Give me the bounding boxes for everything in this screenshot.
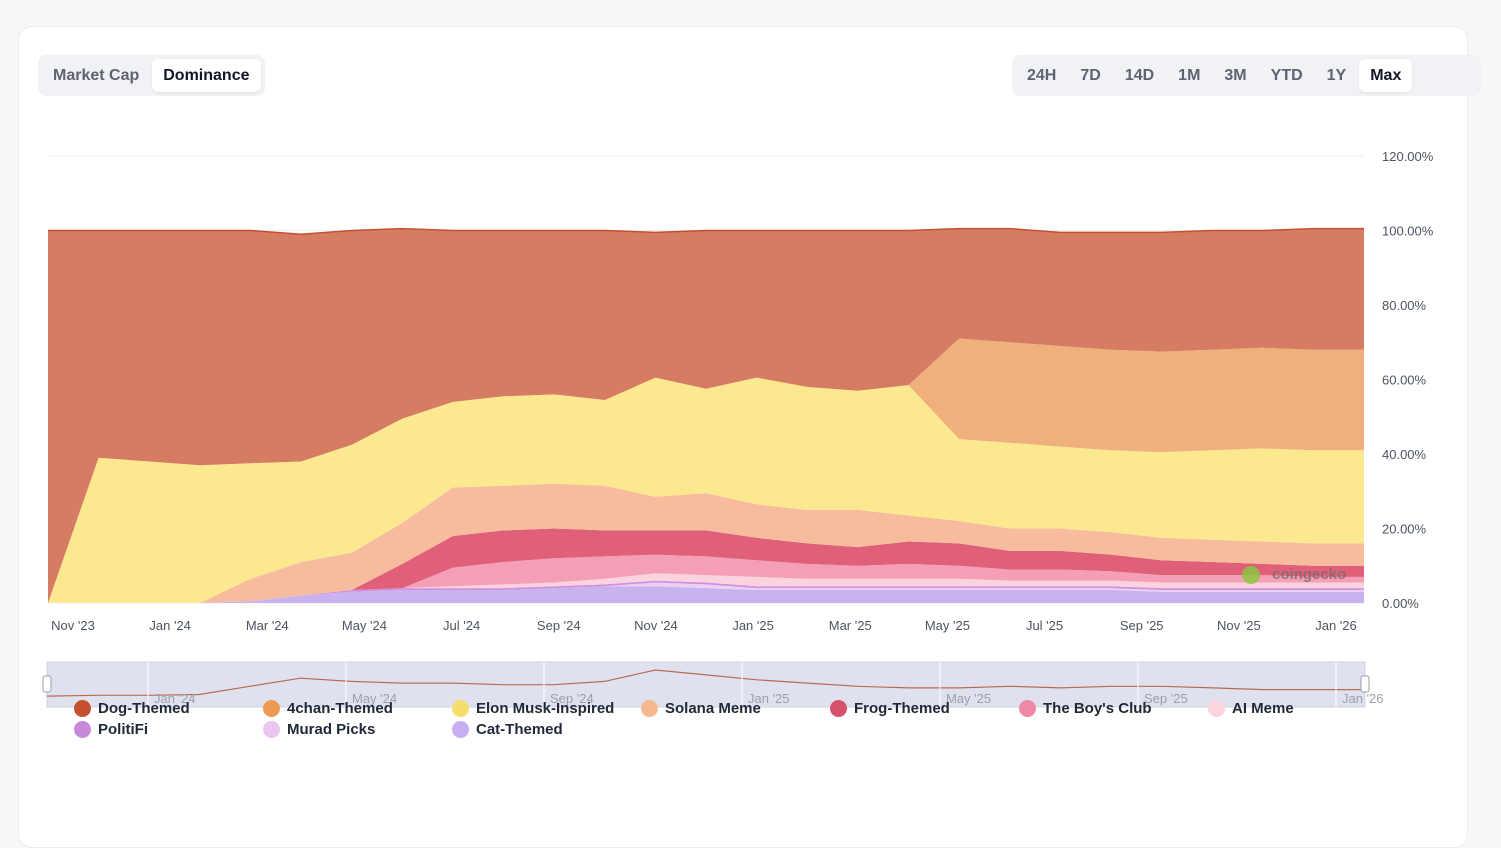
x-tick-label: Jan '24 [149,618,191,633]
navigator-tick-label: May '24 [352,691,397,706]
area-series-cat-themed [48,586,1364,603]
area-series-murad-picks [48,582,1364,603]
range-3m-button[interactable]: 3M [1224,67,1247,84]
time-range-toggle: 24H 7D 14D 1M 3M YTD 1Y Max [1012,55,1481,96]
legend-dot-icon [1208,700,1225,717]
navigator-tick-label: May '25 [946,691,991,706]
x-tick-label: Jul '25 [1026,618,1063,633]
view-toggle: Market Cap Dominance [38,55,265,96]
view-dominance-button[interactable]: Dominance [152,59,261,92]
legend-label: Frog-Themed [854,700,950,717]
area-series-solana-meme [48,483,1364,603]
legend-label: Elon Musk-Inspired [476,700,615,717]
range-7d-button[interactable]: 7D [1080,67,1101,84]
x-tick-label: Sep '24 [537,618,581,633]
legend-label: 4chan-Themed [287,700,393,717]
x-tick-label: Mar '25 [829,618,872,633]
area-series-frog-themed [48,528,1364,603]
legend-item-4chan-themed[interactable]: 4chan-Themed [263,700,452,717]
watermark-text: coingecko [1272,566,1346,583]
legend-label: Dog-Themed [98,700,190,717]
legend-dot-icon [452,721,469,738]
legend-item-elon-musk-inspired[interactable]: Elon Musk-Inspired [452,700,641,717]
legend-dot-icon [1019,700,1036,717]
range-1y-button[interactable]: 1Y [1326,67,1347,84]
x-tick-label: Jul '24 [443,618,480,633]
y-tick-label: 80.00% [1382,298,1427,313]
legend-dot-icon [74,721,91,738]
y-tick-label: 60.00% [1382,373,1427,388]
navigator-tick-label: Jan '26 [1342,691,1384,706]
x-tick-label: Jan '26 [1315,618,1357,633]
area-top-outline [48,227,1364,235]
x-tick-label: Jan '25 [732,618,774,633]
range-navigator[interactable]: Jan '24 May '24 Sep '24 Jan '25 May '25 Sep '… [42,661,1384,708]
range-1m-button[interactable]: 1M [1178,67,1201,84]
area-series-4chan-themed [48,338,1364,603]
range-ytd-button[interactable]: YTD [1270,67,1303,84]
legend-label: PolitiFi [98,721,148,738]
area-series-dog-themed [48,228,1364,603]
y-tick-label: 20.00% [1382,522,1427,537]
navigator-right-handle[interactable] [1360,675,1370,693]
view-market-cap-button[interactable]: Market Cap [53,67,140,84]
x-tick-label: May '24 [342,618,387,633]
navigator-left-handle[interactable] [42,675,52,693]
chart-legend: Dog-Themed 4chan-Themed Elon Musk-Inspired… [74,700,1334,738]
area-series-elon-musk-inspired [48,377,1364,603]
x-tick-label: May '25 [925,618,970,633]
legend-item-solana-meme[interactable]: Solana Meme [641,700,830,717]
y-tick-label: 0.00% [1382,596,1419,611]
legend-label: AI Meme [1232,700,1294,717]
area-series-ai-meme [48,573,1364,603]
legend-item-cat-themed[interactable]: Cat-Themed [452,721,641,738]
legend-item-ai-meme[interactable]: AI Meme [1208,700,1397,717]
navigator-tick-label: Jan '24 [154,691,196,706]
legend-label: Solana Meme [665,700,761,717]
legend-item-dog-themed[interactable]: Dog-Themed [74,700,263,717]
navigator-tick-label: Sep '25 [1144,691,1188,706]
navigator-selection[interactable] [46,661,1366,708]
x-tick-label: Sep '25 [1120,618,1164,633]
x-tick-label: Nov '25 [1217,618,1261,633]
legend-label: The Boy's Club [1043,700,1152,717]
range-24h-button[interactable]: 24H [1027,67,1057,84]
x-tick-label: Mar '24 [246,618,289,633]
legend-item-politifi[interactable]: PolitiFi [74,721,263,738]
y-tick-label: 40.00% [1382,447,1427,462]
legend-label: Murad Picks [287,721,376,738]
legend-dot-icon [74,700,91,717]
legend-dot-icon [452,700,469,717]
y-tick-label: 120.00% [1382,149,1434,164]
x-tick-label: Nov '24 [634,618,678,633]
navigator-tick-label: Jan '25 [748,691,790,706]
legend-dot-icon [641,700,658,717]
stacked-area-chart: 0.00% 20.00% 40.00% 60.00% 80.00% 100.00% 120.… [42,149,1434,708]
legend-item-frog-themed[interactable]: Frog-Themed [830,700,1019,717]
navigator-tick-label: Sep '24 [550,691,594,706]
range-max-button[interactable]: Max [1359,59,1413,92]
navigator-series-line [46,669,1365,697]
range-14d-button[interactable]: 14D [1124,67,1155,84]
legend-dot-icon [830,700,847,717]
x-tick-label: Nov '23 [51,618,95,633]
legend-dot-icon [263,721,280,738]
legend-dot-icon [263,700,280,717]
legend-label: Cat-Themed [476,721,563,738]
y-tick-label: 100.00% [1382,224,1434,239]
coingecko-logo-icon [1242,566,1260,584]
coingecko-watermark: coingecko [1242,566,1346,584]
legend-item-murad-picks[interactable]: Murad Picks [263,721,452,738]
legend-item-the-boy-s-club[interactable]: The Boy's Club [1019,700,1208,717]
area-series-the-boy-s-club [48,554,1364,603]
